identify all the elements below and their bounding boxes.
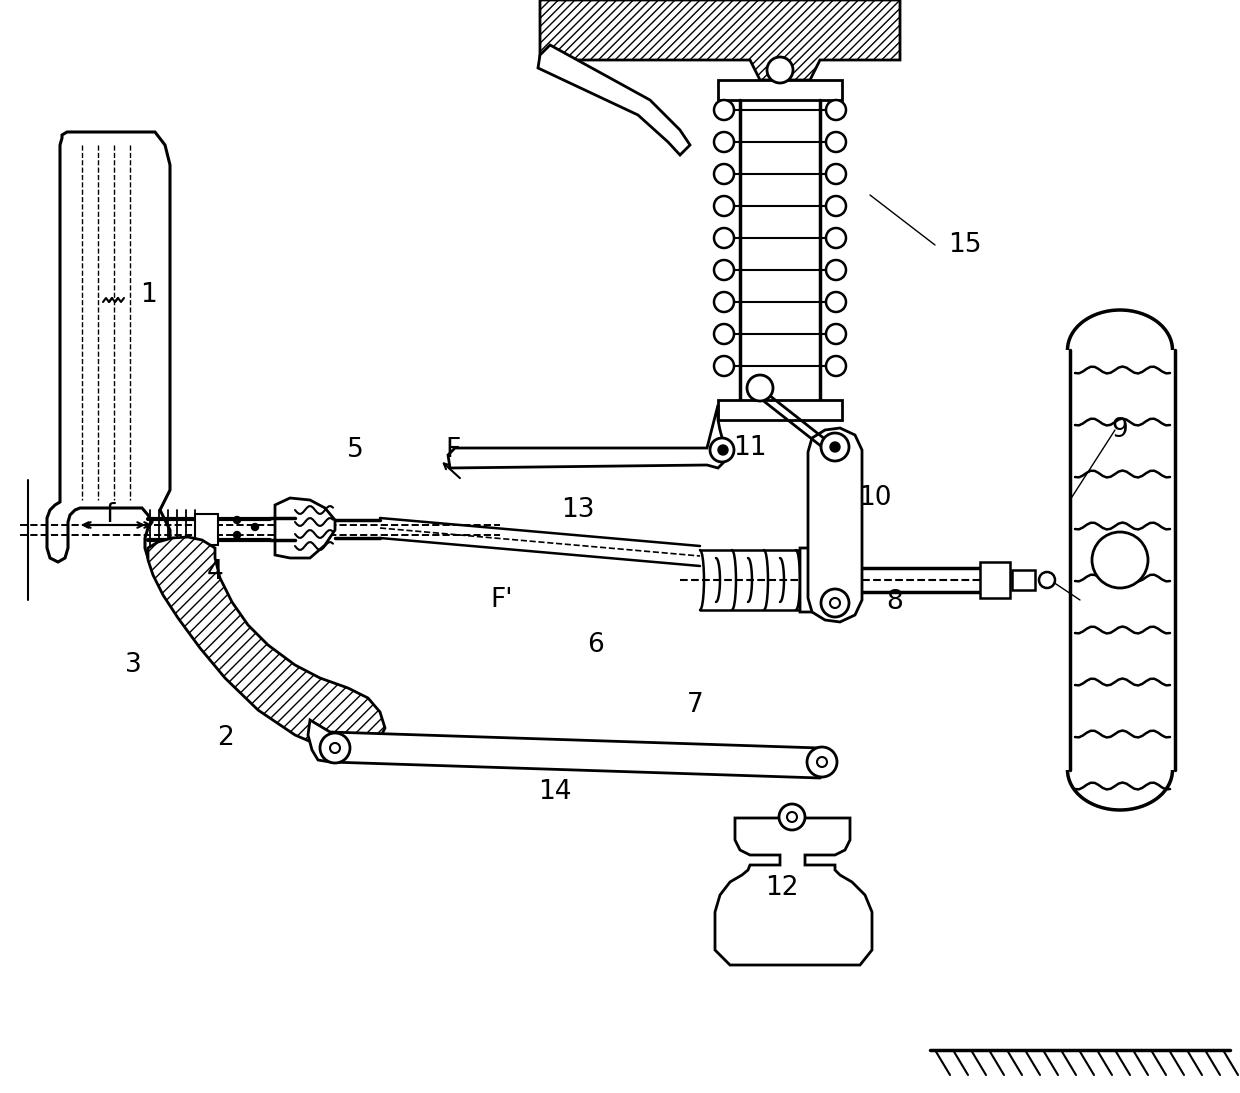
Text: 12: 12: [765, 875, 799, 901]
Text: 11: 11: [733, 435, 766, 461]
Circle shape: [714, 99, 734, 120]
Circle shape: [826, 99, 846, 120]
Circle shape: [826, 132, 846, 152]
Circle shape: [826, 196, 846, 216]
Polygon shape: [1012, 571, 1035, 590]
Circle shape: [821, 589, 849, 618]
Polygon shape: [715, 818, 872, 965]
Circle shape: [787, 812, 797, 822]
Text: 10: 10: [858, 485, 892, 512]
Polygon shape: [718, 400, 842, 420]
Circle shape: [320, 733, 350, 763]
Circle shape: [714, 356, 734, 376]
Text: 2: 2: [217, 725, 233, 751]
Text: 7: 7: [687, 692, 703, 718]
Circle shape: [830, 442, 839, 453]
Circle shape: [252, 524, 258, 530]
Circle shape: [830, 598, 839, 608]
Text: 6: 6: [587, 632, 604, 658]
Circle shape: [746, 375, 773, 401]
Circle shape: [714, 292, 734, 312]
Circle shape: [714, 132, 734, 152]
Text: 14: 14: [538, 779, 572, 806]
Circle shape: [826, 292, 846, 312]
Text: 15: 15: [949, 232, 982, 258]
Text: f: f: [105, 502, 114, 528]
Circle shape: [779, 804, 805, 830]
Circle shape: [826, 260, 846, 280]
Circle shape: [1039, 572, 1055, 588]
Circle shape: [826, 324, 846, 344]
Circle shape: [768, 57, 794, 83]
Circle shape: [718, 445, 728, 455]
Polygon shape: [148, 537, 384, 752]
Text: 8: 8: [887, 589, 904, 615]
Circle shape: [233, 531, 241, 539]
Circle shape: [714, 260, 734, 280]
Text: 1: 1: [140, 282, 156, 308]
Polygon shape: [47, 132, 170, 562]
Circle shape: [1092, 532, 1148, 588]
Polygon shape: [718, 80, 842, 99]
Circle shape: [330, 743, 340, 753]
Polygon shape: [808, 428, 862, 622]
Circle shape: [714, 164, 734, 184]
Text: F': F': [491, 587, 513, 613]
Polygon shape: [800, 548, 849, 612]
Circle shape: [826, 164, 846, 184]
Polygon shape: [980, 562, 1011, 598]
Text: 4: 4: [207, 559, 223, 585]
Circle shape: [233, 517, 241, 524]
Circle shape: [807, 747, 837, 777]
Text: 13: 13: [562, 497, 595, 522]
Text: 9: 9: [1111, 418, 1128, 443]
Text: 3: 3: [125, 653, 141, 678]
Polygon shape: [275, 498, 335, 559]
Text: F: F: [445, 437, 460, 463]
Polygon shape: [538, 45, 689, 155]
Text: 5: 5: [347, 437, 363, 463]
Polygon shape: [195, 514, 218, 545]
Polygon shape: [539, 0, 900, 80]
Circle shape: [826, 228, 846, 248]
Polygon shape: [448, 406, 724, 468]
Circle shape: [826, 356, 846, 376]
Circle shape: [711, 438, 734, 462]
Circle shape: [821, 433, 849, 461]
Circle shape: [714, 228, 734, 248]
Circle shape: [714, 324, 734, 344]
Polygon shape: [308, 720, 830, 778]
Circle shape: [714, 196, 734, 216]
Circle shape: [817, 757, 827, 767]
